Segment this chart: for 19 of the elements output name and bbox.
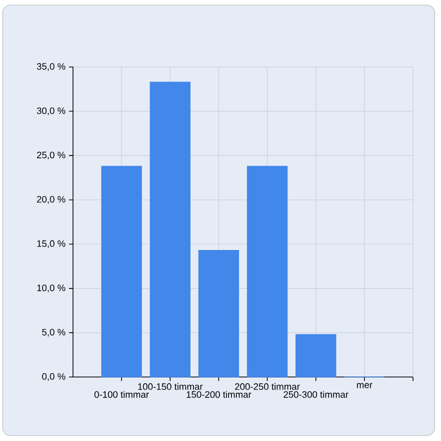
- bar: [150, 82, 190, 378]
- y-tick-label: 25,0 %: [37, 152, 66, 160]
- x-tick-label: 150-200 timmar: [186, 390, 252, 398]
- x-tick-label: 200-250 timmar: [235, 383, 300, 390]
- y-tick-label: 15,0 %: [37, 240, 66, 248]
- y-tick-label: 30,0 %: [36, 107, 66, 116]
- y-tick-label: 10,0 %: [37, 284, 66, 292]
- bar: [246, 166, 288, 378]
- y-tick-label: 5,0 %: [42, 328, 66, 337]
- y-tick-label: 0,0 %: [42, 373, 66, 381]
- x-tick-label: 0-100 timmar: [94, 390, 149, 398]
- bar: [198, 250, 240, 378]
- y-tick-label: 35,0 %: [36, 63, 66, 71]
- x-tick-label: 250-300 timmar: [284, 390, 348, 398]
- bar: [296, 334, 336, 378]
- x-tick-label: 100-150 timmar: [138, 383, 203, 390]
- x-tick-label: mer: [357, 383, 372, 388]
- bar: [101, 166, 142, 378]
- y-tick-label: 20,0 %: [37, 196, 66, 204]
